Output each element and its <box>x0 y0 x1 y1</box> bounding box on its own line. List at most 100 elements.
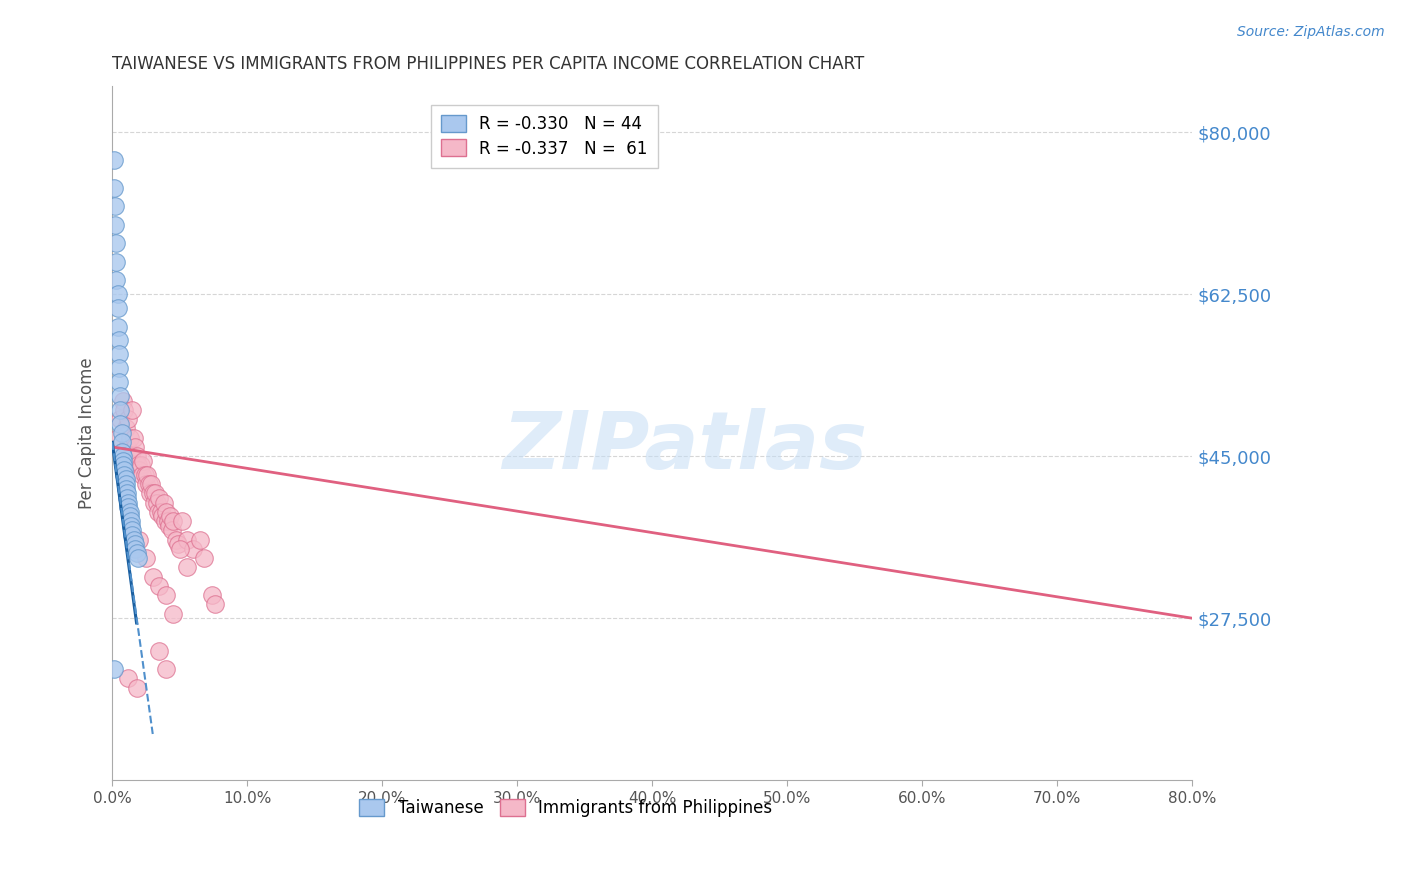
Point <box>162 514 184 528</box>
Point <box>108 361 131 376</box>
Point <box>127 551 149 566</box>
Point <box>155 588 177 602</box>
Point <box>128 463 150 477</box>
Point <box>131 467 153 482</box>
Point <box>162 607 184 621</box>
Point <box>176 533 198 547</box>
Point <box>117 412 139 426</box>
Point <box>118 509 141 524</box>
Point <box>152 495 174 509</box>
Point <box>104 199 127 213</box>
Point <box>120 518 142 533</box>
Point <box>150 509 173 524</box>
Text: Source: ZipAtlas.com: Source: ZipAtlas.com <box>1237 25 1385 39</box>
Point <box>114 477 136 491</box>
Point <box>129 458 152 473</box>
Y-axis label: Per Capita Income: Per Capita Income <box>79 357 96 508</box>
Point <box>104 218 127 232</box>
Point <box>181 541 204 556</box>
Point <box>153 514 176 528</box>
Legend: Taiwanese, Immigrants from Philippines: Taiwanese, Immigrants from Philippines <box>353 793 779 824</box>
Point <box>111 444 134 458</box>
Point <box>156 514 179 528</box>
Point <box>121 523 143 537</box>
Point <box>145 486 167 500</box>
Point <box>107 319 129 334</box>
Point <box>201 588 224 602</box>
Point <box>110 412 132 426</box>
Point <box>143 495 166 509</box>
Point <box>103 180 125 194</box>
Point <box>115 486 138 500</box>
Point <box>103 662 125 676</box>
Point <box>112 454 135 468</box>
Point <box>114 482 136 496</box>
Point <box>105 273 128 287</box>
Point <box>146 495 169 509</box>
Point <box>117 672 139 686</box>
Point <box>141 477 163 491</box>
Point <box>112 458 135 473</box>
Point <box>159 509 181 524</box>
Point <box>110 417 132 431</box>
Point <box>110 389 132 403</box>
Point <box>138 477 160 491</box>
Point <box>121 528 143 542</box>
Point <box>157 518 180 533</box>
Point <box>165 533 187 547</box>
Point <box>112 467 135 482</box>
Point <box>127 458 149 473</box>
Point <box>124 541 146 556</box>
Point <box>120 449 142 463</box>
Point <box>142 486 165 500</box>
Point <box>124 537 146 551</box>
Point <box>169 541 191 556</box>
Point <box>105 254 128 268</box>
Point <box>142 569 165 583</box>
Point <box>125 681 148 695</box>
Point <box>107 301 129 315</box>
Point <box>114 421 136 435</box>
Point <box>155 505 177 519</box>
Point <box>117 500 139 515</box>
Point <box>105 236 128 251</box>
Point <box>111 425 134 440</box>
Point <box>160 523 183 537</box>
Point <box>108 334 131 348</box>
Point <box>125 449 148 463</box>
Point <box>118 505 141 519</box>
Point <box>124 440 146 454</box>
Point <box>134 467 156 482</box>
Point <box>135 477 157 491</box>
Point <box>193 551 215 566</box>
Point <box>125 546 148 560</box>
Point <box>176 560 198 574</box>
Point <box>128 533 150 547</box>
Point <box>111 435 134 450</box>
Point <box>120 514 142 528</box>
Point <box>112 463 135 477</box>
Point <box>122 431 145 445</box>
Point <box>188 533 211 547</box>
Point <box>110 403 132 417</box>
Point <box>149 505 172 519</box>
Point <box>122 533 145 547</box>
Point <box>148 643 170 657</box>
Point <box>103 153 125 167</box>
Point <box>107 431 129 445</box>
Point <box>108 375 131 389</box>
Point <box>115 440 138 454</box>
Point <box>148 491 170 505</box>
Point <box>108 347 131 361</box>
Point <box>118 431 141 445</box>
Point <box>107 287 129 301</box>
Point <box>112 403 135 417</box>
Point <box>136 467 159 482</box>
Point <box>117 495 139 509</box>
Point <box>155 662 177 676</box>
Point <box>114 472 136 486</box>
Point <box>115 491 138 505</box>
Point <box>172 514 194 528</box>
Text: ZIPatlas: ZIPatlas <box>502 408 868 486</box>
Point <box>112 393 135 408</box>
